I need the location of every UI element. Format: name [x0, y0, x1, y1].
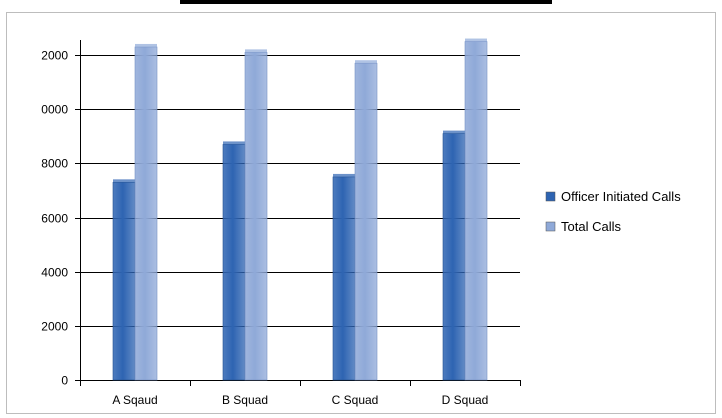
y-tick-label: 4000	[41, 266, 68, 280]
y-tick-label: 0000	[41, 103, 68, 117]
bar-top-cap	[223, 141, 245, 145]
bar-top-cap	[465, 38, 487, 42]
bar-total-calls	[244, 52, 268, 381]
bar-officer-initiated	[332, 176, 356, 381]
legend-label: Officer Initiated Calls	[561, 189, 681, 204]
bars	[112, 38, 488, 381]
x-category-labels: A Sqaud B Squad C Squad D Squad	[112, 393, 488, 407]
bar-officer-initiated	[222, 144, 246, 381]
y-tick-label: 2000	[41, 320, 68, 334]
bar-top-cap	[135, 43, 157, 47]
bar-total-calls	[134, 46, 158, 381]
bar-total-calls	[354, 62, 378, 381]
legend-swatch	[545, 221, 556, 232]
bar-top-cap	[333, 173, 355, 177]
bar-officer-initiated	[442, 133, 466, 381]
y-tick-label: 2000	[41, 49, 68, 63]
x-category-label: C Squad	[332, 393, 379, 407]
legend: Officer Initiated Calls Total Calls	[545, 189, 681, 234]
axes	[75, 40, 521, 386]
bar-officer-initiated	[112, 182, 136, 381]
title-underline-bar	[180, 0, 552, 4]
x-category-label: D Squad	[442, 393, 489, 407]
y-tick-label: 6000	[41, 212, 68, 226]
legend-label: Total Calls	[561, 219, 621, 234]
bar-top-cap	[443, 130, 465, 134]
legend-swatch	[545, 191, 556, 202]
y-tick-label: 0	[61, 374, 68, 388]
bar-top-cap	[245, 49, 267, 53]
bar-total-calls	[464, 41, 488, 381]
bar-top-cap	[113, 179, 135, 183]
bar-top-cap	[355, 60, 377, 64]
x-category-label: A Sqaud	[112, 393, 157, 407]
y-tick-label: 8000	[41, 157, 68, 171]
y-tick-labels: 0 2000 4000 6000 8000 0000 2000	[41, 49, 68, 388]
x-category-label: B Squad	[222, 393, 268, 407]
